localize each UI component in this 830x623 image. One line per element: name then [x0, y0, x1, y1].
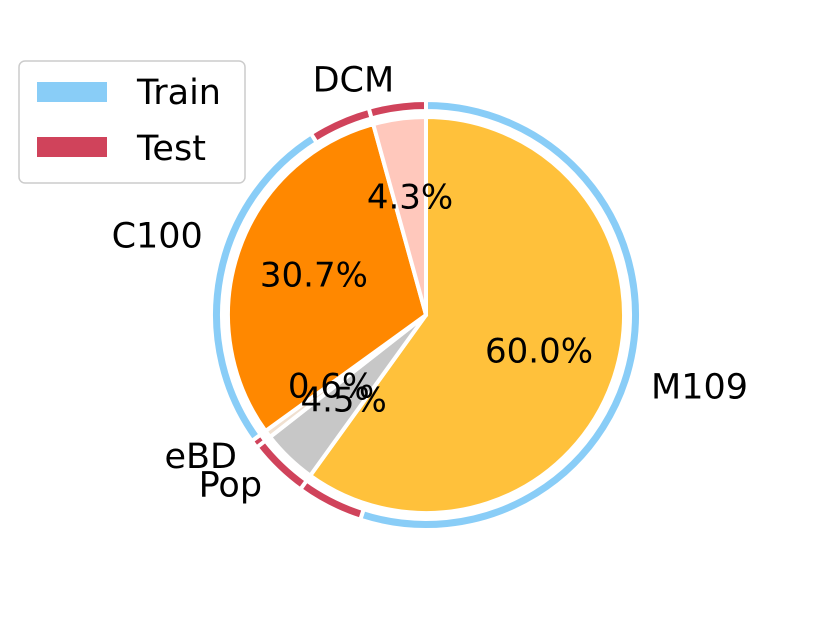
pct-label-pop: 4.5%	[300, 381, 386, 421]
legend: Train Test	[18, 60, 246, 184]
category-label-ebd: eBD	[165, 437, 238, 477]
slice-c100	[226, 122, 428, 434]
percent-labels: 60.0% 4.5%0.6% 30.7% 4.3%	[260, 177, 593, 420]
pct-label-ebd: 0.6%	[288, 366, 374, 406]
legend-label-train: Train	[136, 73, 221, 113]
legend-label-test: Test	[136, 129, 206, 169]
legend-entry-test: Test	[37, 129, 206, 169]
outer-ring	[209, 97, 643, 532]
legend-swatch-train	[37, 82, 107, 102]
category-label-pop: Pop	[199, 465, 263, 505]
slice-dcm	[371, 115, 428, 317]
legend-swatch-test	[37, 137, 107, 157]
category-label-m109: M109	[651, 368, 748, 408]
category-label-dcm: DCM	[313, 61, 395, 101]
pct-label-dcm: 4.3%	[367, 177, 453, 217]
pct-label-m109: 60.0%	[485, 331, 593, 371]
category-label-c100: C100	[112, 217, 203, 257]
legend-entry-train: Train	[37, 73, 221, 113]
pie-slices	[226, 115, 626, 515]
pct-label-c100: 30.7%	[260, 256, 368, 296]
ring-segment-test-9	[366, 97, 428, 121]
slice-m109	[308, 115, 626, 515]
